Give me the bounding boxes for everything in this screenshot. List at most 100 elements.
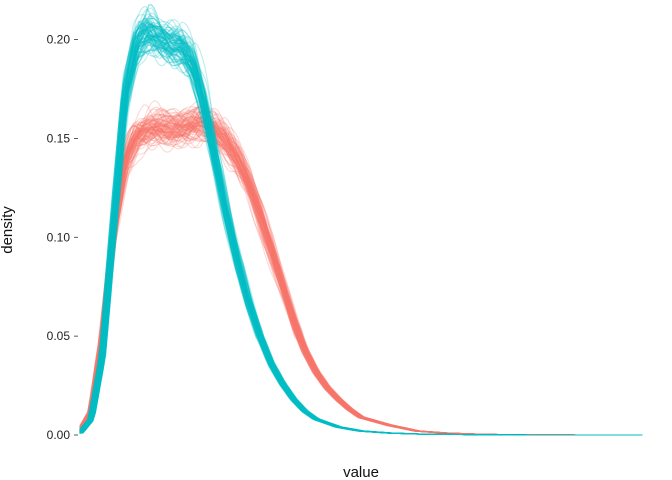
density-line — [79, 116, 643, 436]
density-line — [79, 100, 643, 436]
series-red-density-lines — [79, 100, 643, 436]
density-line — [79, 21, 643, 436]
density-line — [79, 20, 643, 436]
density-line — [79, 34, 643, 436]
density-line — [79, 25, 643, 436]
density-line — [79, 22, 643, 436]
series-teal-density-lines — [79, 3, 643, 436]
density-line — [79, 36, 643, 436]
density-line — [79, 108, 643, 436]
density-line — [79, 32, 643, 436]
density-line — [79, 25, 643, 436]
density-line — [79, 28, 643, 436]
density-line — [79, 111, 643, 436]
density-line — [79, 111, 643, 436]
density-line — [79, 24, 643, 436]
density-line — [79, 23, 643, 436]
density-line — [79, 25, 643, 436]
density-line — [79, 41, 643, 436]
density-line — [79, 25, 643, 436]
density-line — [79, 113, 643, 436]
density-line — [79, 112, 643, 436]
density-line — [79, 32, 643, 436]
density-line — [79, 106, 643, 436]
density-line — [79, 128, 643, 436]
density-line — [79, 119, 643, 436]
density-line — [79, 27, 643, 436]
density-line — [79, 38, 643, 436]
density-line — [79, 113, 643, 436]
density-line — [79, 20, 643, 436]
density-line — [79, 28, 643, 436]
density-line — [79, 116, 643, 436]
density-line — [79, 125, 643, 436]
density-line — [79, 27, 643, 436]
density-line — [79, 23, 643, 436]
density-line — [79, 107, 643, 436]
density-line — [79, 116, 643, 436]
density-line — [79, 17, 643, 436]
density-line — [79, 17, 643, 436]
density-line — [79, 114, 643, 436]
density-line — [79, 32, 643, 436]
density-line — [79, 32, 643, 436]
density-line — [79, 31, 643, 436]
density-line — [79, 20, 643, 436]
density-line — [79, 116, 643, 436]
density-line — [79, 104, 643, 436]
density-line — [79, 18, 643, 436]
density-line — [79, 126, 643, 436]
density-line — [79, 128, 643, 436]
density-line — [79, 35, 643, 436]
density-line — [79, 112, 643, 436]
density-line — [79, 34, 643, 436]
y-axis-title: density — [0, 206, 16, 254]
density-line — [79, 123, 643, 436]
density-line — [79, 106, 643, 436]
density-line — [79, 110, 643, 436]
density-line — [79, 36, 643, 436]
density-line — [79, 106, 643, 436]
density-line — [79, 113, 643, 436]
density-line — [79, 125, 643, 436]
density-line — [79, 122, 643, 436]
density-line — [79, 29, 643, 436]
density-line — [79, 19, 643, 436]
density-line — [79, 45, 643, 436]
y-axis: 0.00 0.05 0.10 0.15 0.20 — [47, 33, 78, 442]
density-line — [79, 100, 643, 436]
density-line — [79, 123, 643, 436]
density-line — [79, 35, 643, 436]
density-line — [79, 122, 643, 436]
density-line — [79, 36, 643, 436]
density-line — [79, 109, 643, 436]
density-line — [79, 12, 643, 436]
y-tick-label: 0.05 — [47, 329, 71, 343]
density-line — [79, 119, 643, 436]
density-line — [79, 13, 643, 436]
density-line — [79, 118, 643, 436]
density-line — [79, 28, 643, 436]
density-line — [79, 26, 643, 436]
density-line — [79, 25, 643, 436]
density-line — [79, 39, 643, 436]
density-line — [79, 124, 643, 436]
density-line — [79, 26, 643, 436]
density-line — [79, 121, 643, 436]
density-line — [79, 37, 643, 436]
density-line — [79, 24, 643, 436]
density-line — [79, 125, 643, 436]
density-line — [79, 123, 643, 436]
density-line — [79, 32, 643, 436]
density-line — [79, 108, 643, 436]
density-line — [79, 32, 643, 436]
density-line — [79, 15, 643, 436]
density-line — [79, 20, 643, 436]
density-line — [79, 113, 643, 436]
density-line — [79, 119, 643, 436]
density-line — [79, 7, 643, 436]
density-line — [79, 111, 643, 436]
density-line — [79, 121, 643, 436]
density-line — [79, 47, 643, 436]
